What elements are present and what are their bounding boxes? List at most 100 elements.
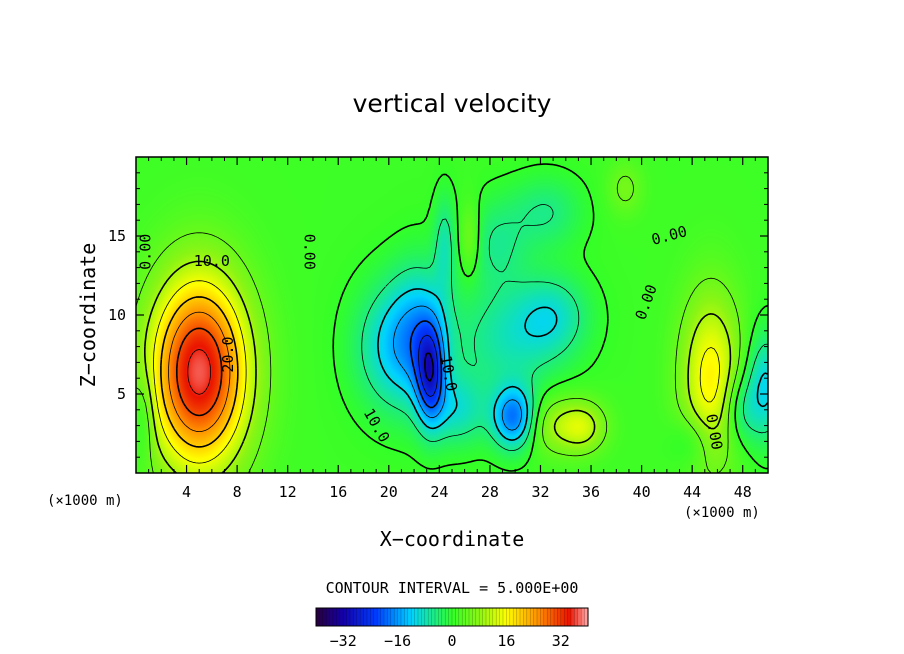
contour-lines (136, 163, 768, 473)
contour-line (176, 327, 223, 417)
colorbar-swatch (513, 608, 518, 626)
colorbar-swatch (387, 608, 392, 626)
contour-line (168, 311, 231, 432)
x-tick-label: 20 (380, 483, 398, 501)
y-tick-label: 15 (108, 227, 126, 245)
colorbar-swatch (411, 608, 416, 626)
colorbar-swatch (560, 608, 565, 626)
x-tick-label: 40 (633, 483, 651, 501)
colorbar-swatch (455, 608, 460, 626)
x-tick-label: 16 (329, 483, 347, 501)
colorbar-swatch (537, 608, 541, 626)
colorbar-swatch (509, 608, 514, 626)
contour-label: 0.00 (702, 412, 726, 451)
colorbar-swatch (465, 608, 470, 626)
colorbar-swatch (581, 608, 586, 626)
colorbar-swatch (336, 608, 341, 626)
colorbar-swatch (367, 608, 371, 626)
colorbar-tick-label: 32 (552, 632, 570, 650)
colorbar (315, 607, 589, 627)
colorbar-swatch (533, 608, 538, 626)
contour-line (136, 175, 741, 473)
colorbar-tick-label: −16 (384, 632, 411, 650)
colorbar-swatch (418, 608, 422, 626)
colorbar-swatch (404, 608, 409, 626)
colorbar-swatch (316, 608, 320, 626)
colorbar-swatch (346, 608, 351, 626)
contour-interval-label: CONTOUR INTERVAL = 5.000E+00 (326, 579, 579, 597)
colorbar-swatch (397, 608, 402, 626)
colorbar-swatch (428, 608, 433, 626)
x-unit-right: (×1000 m) (684, 505, 760, 521)
contour-line (153, 280, 720, 464)
colorbar-swatch (326, 608, 331, 626)
colorbar-swatch (356, 608, 361, 626)
colorbar-frame (315, 607, 589, 627)
colorbar-swatch (370, 608, 375, 626)
contour-line (187, 349, 211, 395)
contour-line (160, 296, 239, 448)
colorbar-swatch (540, 608, 545, 626)
colorbar-ticks: −32 −16 0 16 32 (330, 632, 570, 650)
x-tick-label: 28 (481, 483, 499, 501)
colorbar-swatch (373, 608, 378, 626)
colorbar-swatch (564, 608, 569, 626)
colorbar-swatch (567, 608, 572, 626)
colorbar-swatch (445, 608, 450, 626)
contour-line (393, 305, 522, 431)
colorbar-swatch (554, 608, 558, 626)
x-tick-label: 12 (279, 483, 297, 501)
colorbar-swatch (414, 608, 419, 626)
x-tick-label: 32 (531, 483, 549, 501)
contour-label: 0.00 (137, 234, 155, 270)
x-tick-label: 8 (233, 483, 242, 501)
colorbar-swatch (499, 608, 504, 626)
contour-line (332, 163, 768, 472)
colorbar-swatch (574, 608, 579, 626)
colorbar-swatch (329, 608, 334, 626)
colorbar-swatch (343, 608, 348, 626)
colorbar-swatch (319, 608, 324, 626)
y-axis: 5 10 15 (108, 172, 768, 458)
x-tick-label: 48 (734, 483, 752, 501)
colorbar-swatch (394, 608, 399, 626)
colorbar-swatch (496, 608, 501, 626)
contour-line (418, 334, 439, 397)
colorbar-swatch (339, 608, 344, 626)
colorbar-swatch (543, 608, 548, 626)
contour-label: 10.0 (437, 354, 461, 393)
contour-line (377, 288, 768, 441)
colorbar-swatch (479, 608, 484, 626)
colorbar-swatch (390, 608, 395, 626)
colorbar-swatch (526, 608, 531, 626)
x-tick-label: 44 (683, 483, 701, 501)
y-tick-label: 10 (108, 306, 126, 324)
contour-label: 20.0 (219, 336, 237, 372)
colorbar-swatch (557, 608, 562, 626)
colorbar-swatch (458, 608, 463, 626)
colorbar-swatch (452, 608, 456, 626)
colorbar-swatch (584, 608, 589, 626)
colorbar-swatch (431, 608, 436, 626)
colorbar-swatch (424, 608, 429, 626)
colorbar-swatch (547, 608, 552, 626)
x-axis-label: X−coordinate (380, 527, 525, 551)
x-unit-left: (×1000 m) (47, 493, 123, 509)
colorbar-swatch (530, 608, 535, 626)
colorbar-tick-label: 16 (497, 632, 515, 650)
colorbar-swatch (363, 608, 368, 626)
colorbar-swatch (577, 608, 582, 626)
x-tick-label: 24 (430, 483, 448, 501)
colorbar-swatch (322, 608, 327, 626)
colorbar-swatch (516, 608, 521, 626)
colorbar-swatch (333, 608, 337, 626)
colorbar-tick-label: −32 (330, 632, 357, 650)
colorbar-swatch (482, 608, 487, 626)
colorbar-swatch (523, 608, 528, 626)
colorbar-swatch (401, 608, 405, 626)
colorbar-swatch (489, 608, 494, 626)
colorbar-swatch (469, 608, 473, 626)
contour-label: 10.0 (194, 252, 230, 270)
colorbar-swatch (571, 608, 575, 626)
